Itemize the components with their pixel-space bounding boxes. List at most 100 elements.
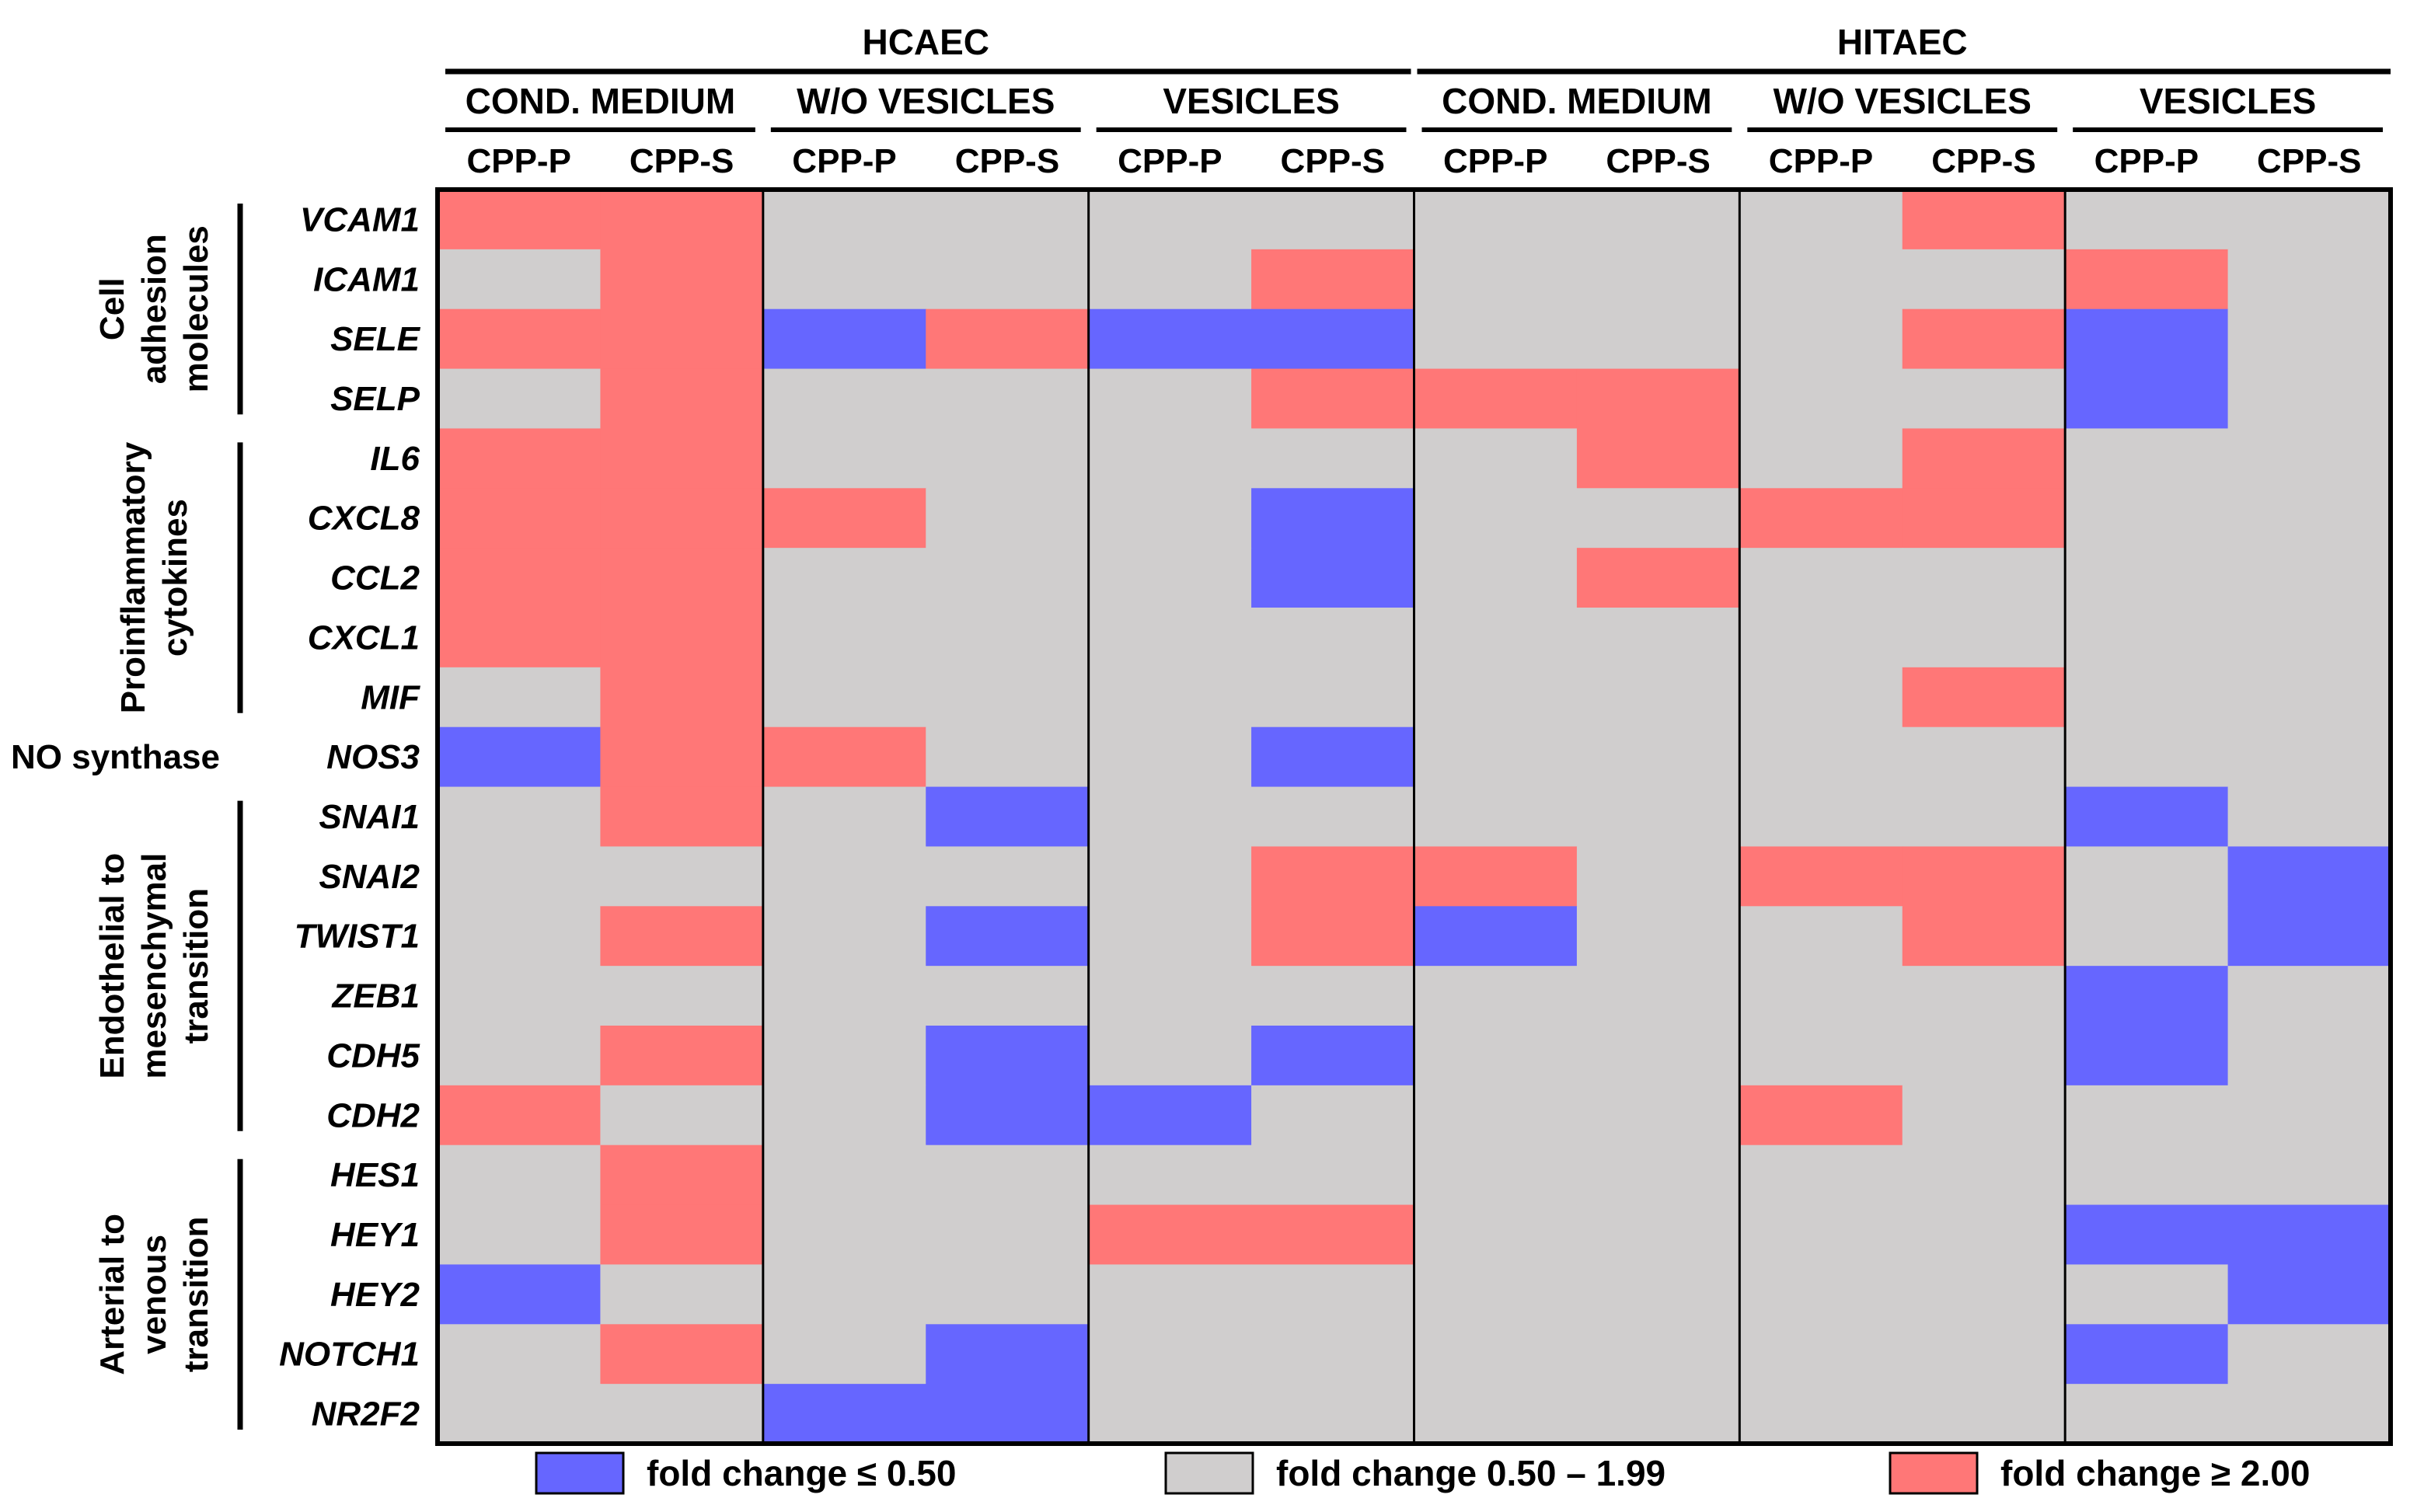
heatmap-cell [2065,667,2229,728]
heatmap-cell [762,667,926,728]
heatmap-cell [1414,1384,1578,1444]
cell-line-label: HITAEC [1837,22,1968,62]
heatmap-cell [438,726,602,788]
heatmap-cell [2065,906,2229,967]
heatmap-cell [600,1384,764,1444]
heatmap-cell [2065,548,2229,608]
heatmap-cell [438,1324,602,1385]
condition-label: CPP-S [955,142,1059,180]
heatmap-cell [1739,667,1903,728]
condition-label: CPP-S [2257,142,2361,180]
heatmap-cell [1414,548,1578,608]
heatmap-cell [926,726,1090,788]
heatmap-cell [1576,667,1740,728]
gene-label: VCAM1 [300,200,420,239]
heatmap-cell [1902,966,2066,1026]
heatmap-cell [1902,608,2066,668]
heatmap-cell [1739,190,1903,250]
heatmap-cell [2065,608,2229,668]
heatmap-cell [1251,667,1415,728]
heatmap-cell [1251,726,1415,788]
condition-label: CPP-P [1118,142,1222,180]
heatmap-cell [438,1384,602,1444]
condition-label: CPP-P [1443,142,1547,180]
legend-label: fold change ≥ 2.00 [2000,1453,2310,1493]
gene-label: NOTCH1 [279,1336,420,1374]
heatmap-cell [2065,488,2229,549]
heatmap-cell [438,1026,602,1086]
heatmap-cell [762,249,926,310]
heatmap-cell [926,1204,1090,1266]
heatmap-cell [1739,308,1903,370]
heatmap-cell [1576,726,1740,788]
heatmap-cell [1088,667,1252,728]
gene-label: NOS3 [326,738,420,776]
heatmap-cell [1576,786,1740,848]
heatmap-cell [1088,1026,1252,1086]
heatmap-cell [438,846,602,907]
heatmap-cell [1902,1324,2066,1385]
heatmap-cell [438,1204,602,1266]
heatmap-cell [438,1085,602,1146]
heatmap-cell [1088,190,1252,250]
heatmap-cell [762,1026,926,1086]
heatmap-cell [1088,1384,1252,1444]
gene-group-label: mesenchymal [135,853,173,1079]
heatmap-cell [1739,1026,1903,1086]
heatmap-cell [1576,966,1740,1026]
treatment-label: COND. MEDIUM [466,81,736,121]
heatmap-cell [438,786,602,848]
heatmap-cell [1902,190,2066,250]
heatmap-cell [1088,786,1252,848]
heatmap-cell [926,1264,1090,1325]
heatmap-cell [2227,966,2391,1026]
heatmap-cell [1902,488,2066,549]
heatmap-cell [1739,1085,1903,1146]
gene-label: HES1 [330,1156,420,1194]
heatmap-cell [438,308,602,370]
heatmap-cell [1414,1204,1578,1266]
heatmap-cell [1576,548,1740,608]
heatmap-cell [926,1384,1090,1444]
heatmap-cell [1251,846,1415,907]
heatmap-cell [1414,488,1578,549]
heatmap-cell [762,428,926,489]
heatmap-cell [762,966,926,1026]
heatmap-cell [600,1085,764,1146]
gene-label: CXCL8 [308,500,420,538]
heatmap-cell [1902,1085,2066,1146]
heatmap-cell [600,1264,764,1325]
heatmap-cell [1739,1144,1903,1206]
heatmap-cell [1251,1085,1415,1146]
heatmap-cell [1251,1324,1415,1385]
heatmap-cell [2227,1026,2391,1086]
heatmap-cell [762,190,926,250]
heatmap-cell [2065,846,2229,907]
heatmap-cell [2227,1204,2391,1266]
heatmap-cell [1088,488,1252,549]
heatmap-cell [926,249,1090,310]
gene-group-label: Endothelial to [93,853,131,1079]
gene-group-label: venous [135,1235,173,1354]
heatmap-cell [926,1026,1090,1086]
heatmap-cell [762,1384,926,1444]
heatmap-cell [1414,249,1578,310]
heatmap-cell [1739,428,1903,489]
legend-label: fold change 0.50 – 1.99 [1276,1453,1665,1493]
heatmap-cell [762,1144,926,1206]
gene-label: TWIST1 [295,918,420,956]
heatmap-cell [1576,428,1740,489]
heatmap-cell [1088,846,1252,907]
heatmap-cell [600,249,764,310]
cell-line-label: HCAEC [862,22,989,62]
heatmap-cell [2227,1264,2391,1325]
heatmap-cell [2227,1384,2391,1444]
heatmap-cell [1251,548,1415,608]
heatmap-cell [2227,308,2391,370]
heatmap-cell [1739,786,1903,848]
heatmap-cell [2227,428,2391,489]
heatmap-cell [1251,368,1415,430]
gene-group-label: molecules [177,225,215,392]
heatmap-cell [762,488,926,549]
gene-label: CCL2 [330,559,420,597]
